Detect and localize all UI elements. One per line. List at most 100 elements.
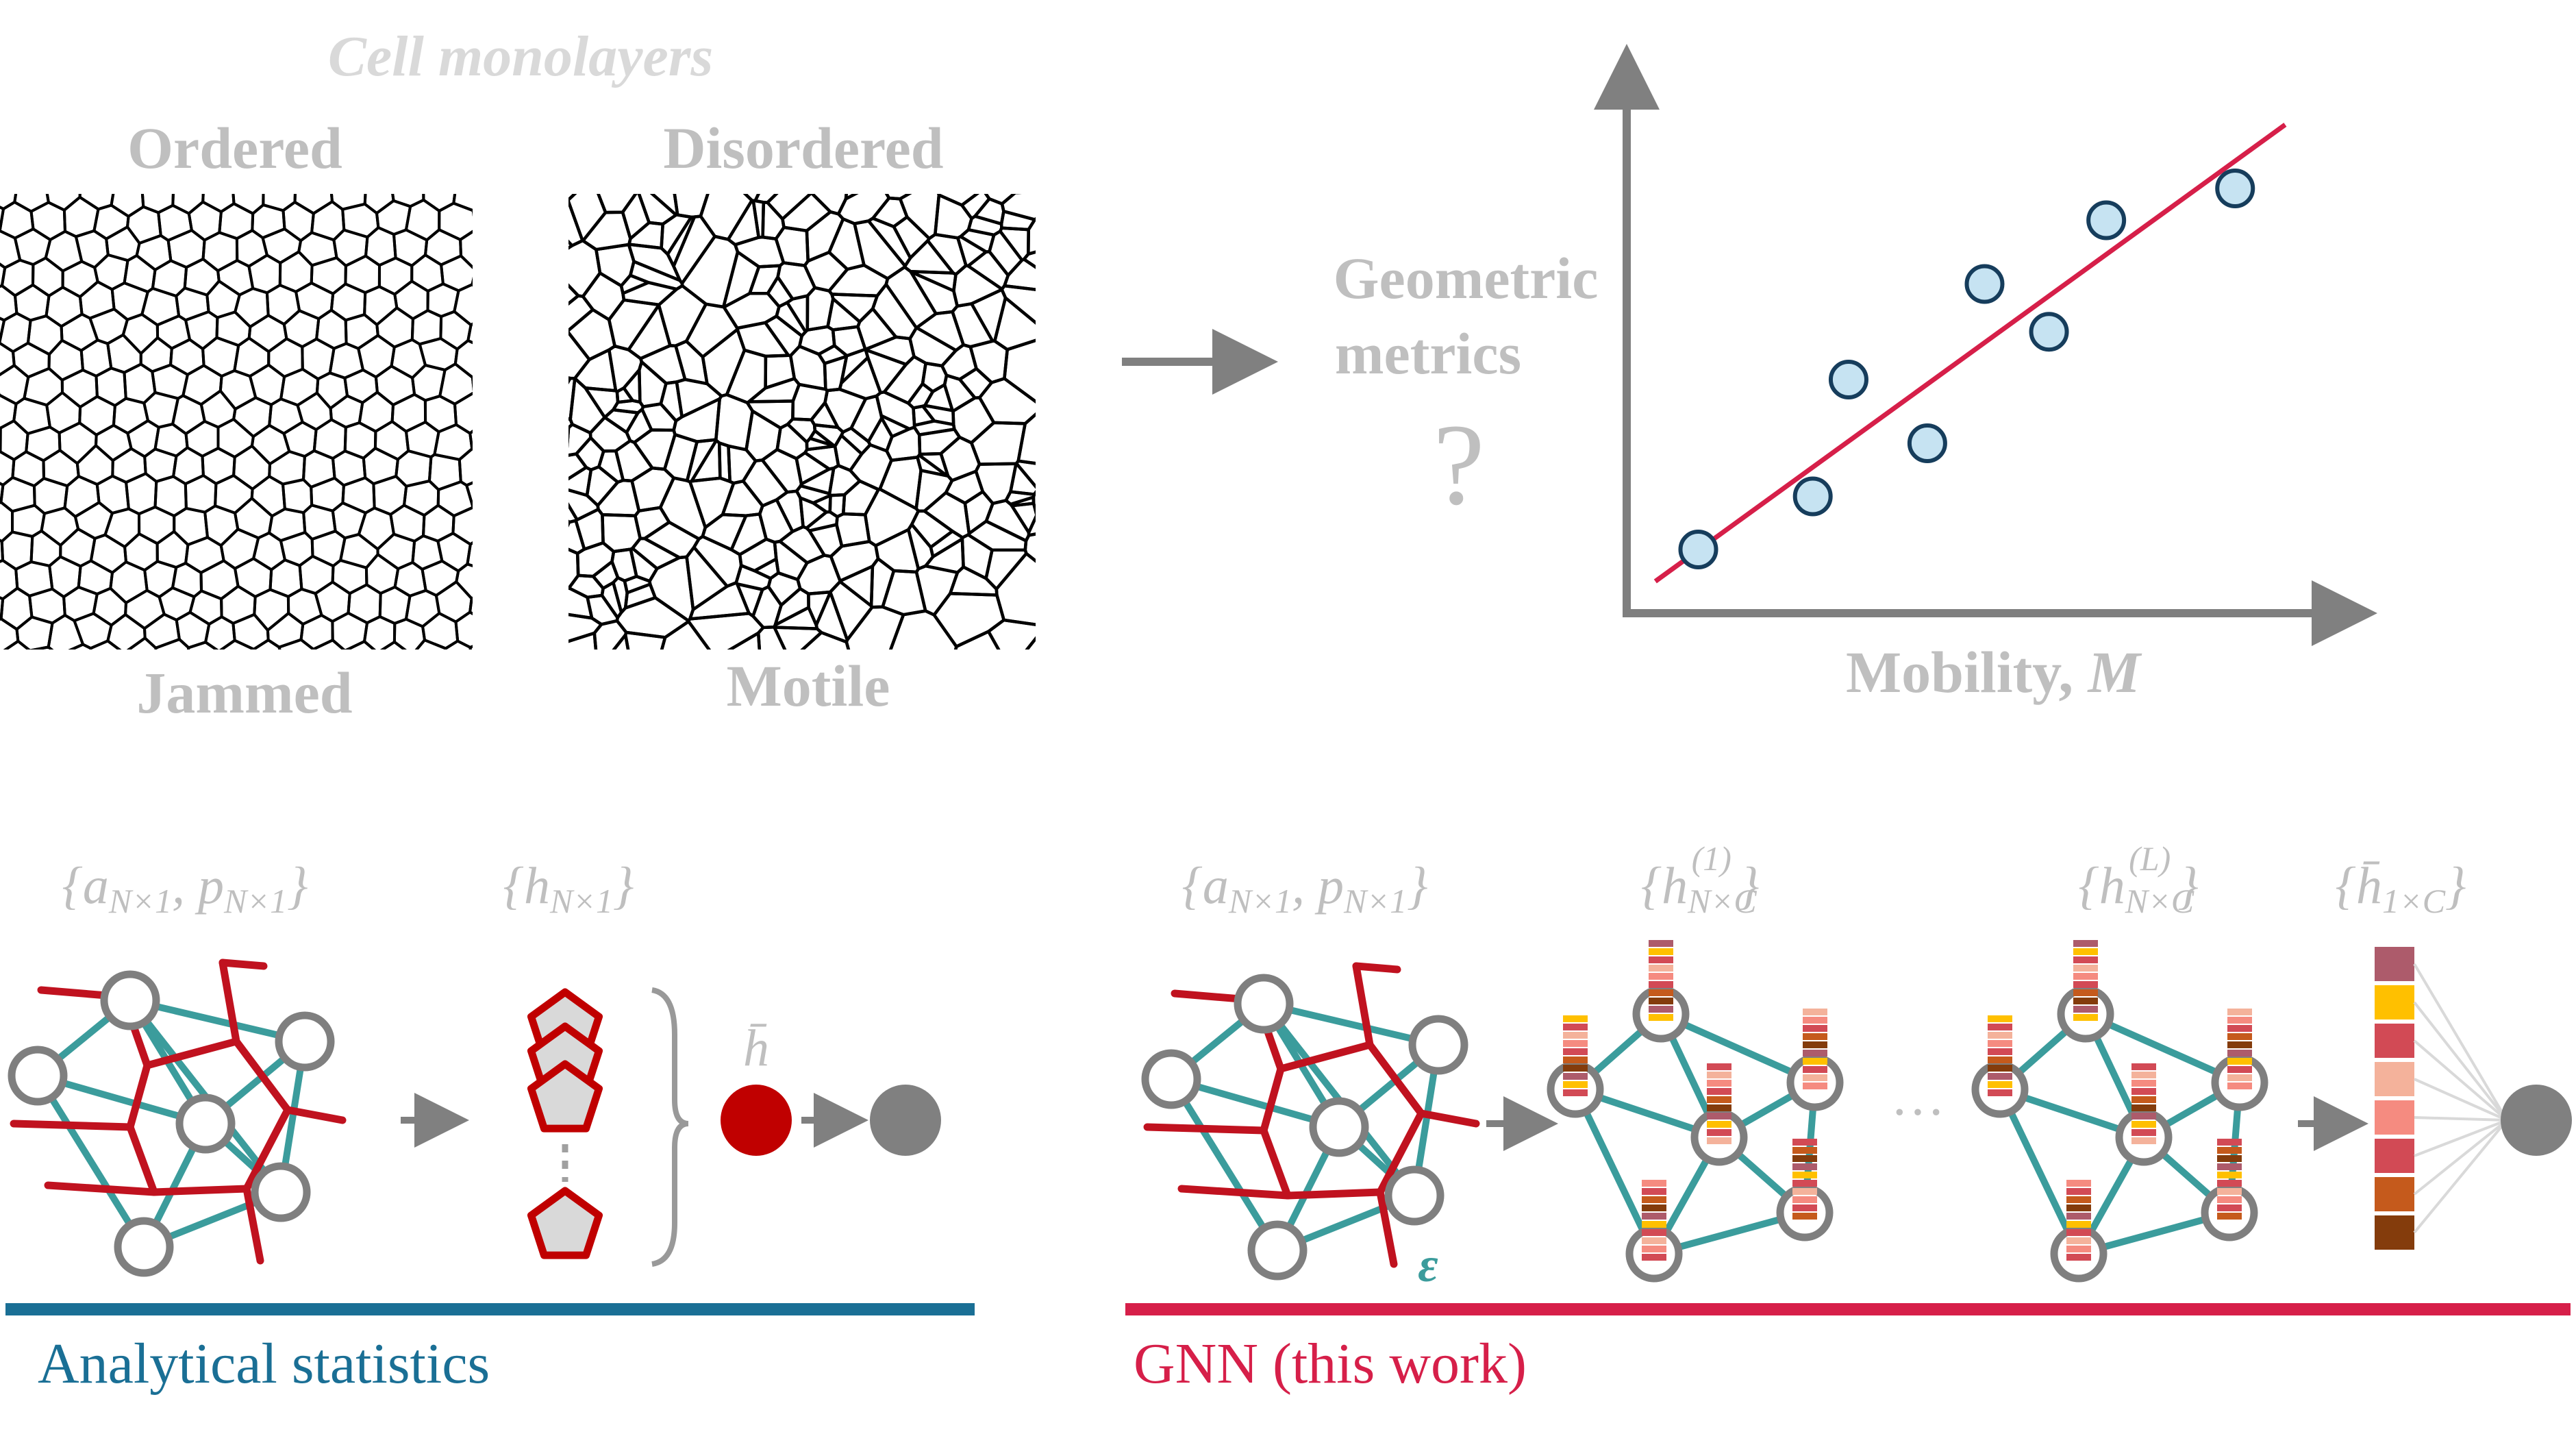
voronoi-edge [126,1061,151,1131]
cell-monolayers-title: Cell monolayers [328,25,713,88]
cell-polygon [995,552,1036,626]
cell-polygon [568,199,584,247]
disordered-label: Disordered [663,115,943,181]
cell-polygon [293,194,334,215]
cell-polygon [608,344,644,393]
cell-polygon [805,286,835,332]
cell-polygon [864,348,908,395]
cell-polygon [926,232,968,276]
cell-polygon [944,469,985,505]
cell-polygon [940,343,978,381]
node-feature-segment [1563,1015,1588,1022]
cell-polygon [568,519,586,555]
cell-polygon [966,214,1003,237]
pooled-feature-cell [2375,1139,2414,1173]
gnn-edge [1572,1086,1658,1257]
node-feature-segment [1563,1089,1588,1096]
cell-polygon [47,613,85,650]
cell-polygon [1,166,32,182]
cell-polygon [491,452,500,483]
cell-polygon [1023,532,1036,563]
cell-polygon [40,506,80,547]
voronoi-edge [1352,962,1374,1049]
gnn-underline [1125,1303,2571,1315]
cell-polygon [459,230,473,269]
cell-polygon [568,377,607,435]
cell-polygon [756,626,787,650]
voronoi-edge [1417,1109,1480,1128]
cell-polygon [29,645,54,650]
geometric-label: Geometric [1334,245,1599,311]
node-feature-segment [2066,1237,2091,1244]
input-graph-right [1141,962,1480,1281]
cell-polygon [78,395,116,436]
ellipsis: ··· [1890,1083,1945,1143]
motile-label: Motile [727,653,890,719]
node-feature-segment [1803,1083,1827,1089]
node-feature-segment [1642,1229,1666,1236]
cell-polygon [453,283,473,327]
input-graph-left [8,959,347,1277]
node-feature-segment [1649,981,1673,988]
node-feature-segment [2227,1041,2252,1048]
cell-polygon [871,196,909,229]
node-feature-segment [1563,1048,1588,1055]
readout-line [2414,1078,2508,1122]
gnn-edge [1997,1086,2082,1257]
node-feature-segment [1642,1237,1666,1244]
left-hbar-label: h̄ [743,1019,769,1077]
cell-polygon [586,593,619,626]
cell-polygon [909,269,958,293]
cell-polygon [717,441,731,484]
cell-polygon [341,476,376,515]
node-feature-segment [1563,1081,1588,1088]
node-feature-segment [1563,1056,1588,1063]
node-feature-segment [2217,1155,2242,1162]
node-feature-segment [1803,1033,1827,1040]
cell-polygon [672,214,716,285]
brace [651,987,689,1267]
voronoi-edge [143,1037,240,1070]
node-feature-segment [2217,1196,2242,1203]
cell-polygon [840,426,872,456]
node-feature-segment [1803,1074,1827,1081]
cell-polygon [487,615,500,648]
cell-polygon [674,339,709,386]
cell-polygon [910,509,954,549]
cell-polygon [627,221,664,250]
cell-polygon [232,396,273,438]
analytical-underline [5,1303,975,1315]
node-feature-segment [1792,1204,1817,1211]
node-feature-segment [1988,1081,2012,1088]
cell-polygon [3,639,31,650]
voronoi-edge [1376,1188,1398,1268]
node-feature-segment [1792,1196,1817,1203]
question-mark: ? [1433,400,1484,529]
node-feature-segment [2073,1006,2098,1013]
pooled-label: {h̄1×C} [2336,857,2466,920]
cell-polygon [247,314,288,354]
node-feature-segment [2066,1221,2091,1228]
cell-polygon [88,308,129,345]
node-feature-segment [1649,956,1673,963]
ordered-label: Ordered [127,115,342,181]
cell-polygon [631,536,681,571]
node-feature-segment [1803,1041,1827,1048]
cell-polygon [803,250,849,293]
pooled-feature-cell [2375,1100,2414,1135]
cell-polygon [956,235,988,268]
cell-polygon [261,227,303,264]
pooled-feature-cell [2375,985,2414,1019]
voronoi-edge [242,1185,264,1265]
cell-polygon [986,618,1036,650]
node-feature-segment [2227,1050,2252,1056]
layerL-label: {hN×C(L)} [2078,839,2198,920]
cell-polygon [235,229,268,268]
cell-polygon [582,166,642,191]
cell-polygon [233,336,271,378]
node-feature-segment [2217,1172,2242,1178]
node-feature-segment [1707,1113,1731,1120]
cell-polygon [685,438,718,484]
node-feature-segment [2131,1080,2156,1087]
